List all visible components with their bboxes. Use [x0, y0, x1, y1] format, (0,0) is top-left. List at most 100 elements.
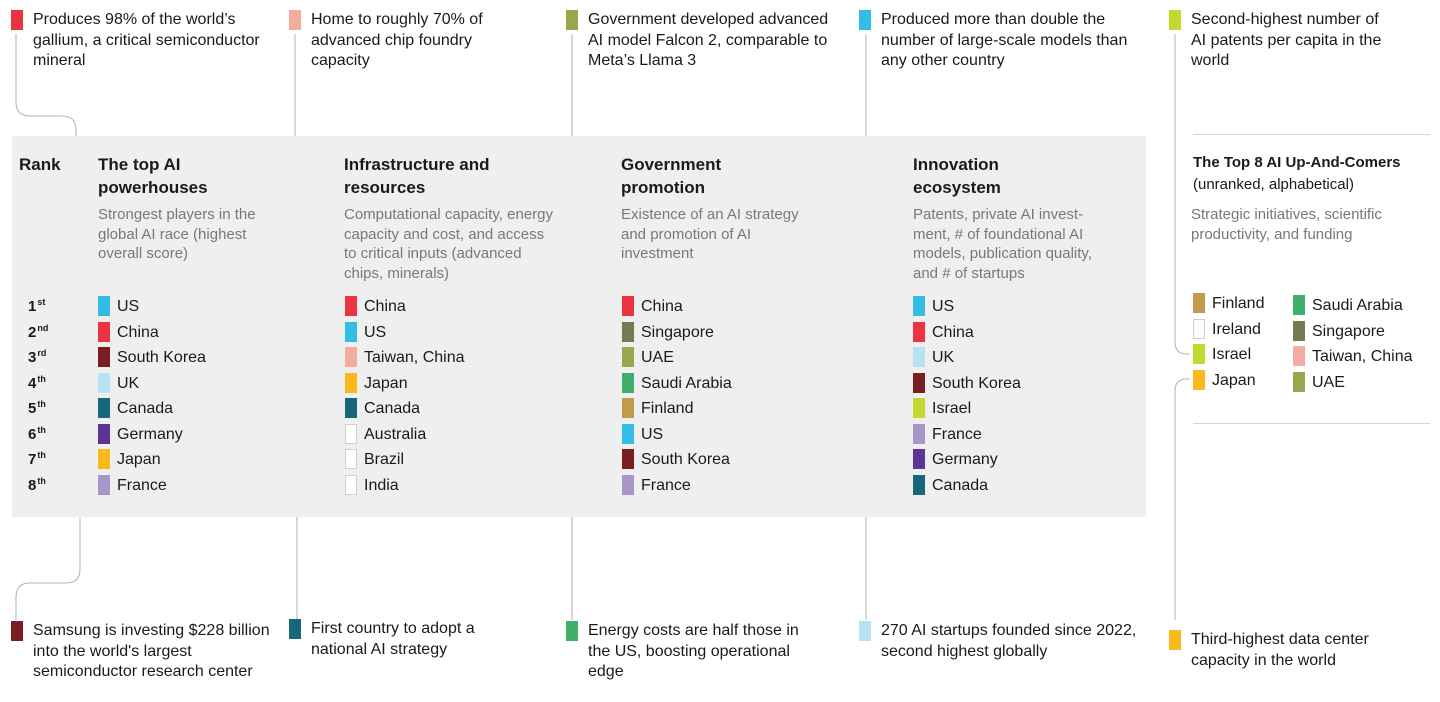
country-item-saudi-arabia: Saudi Arabia	[1293, 293, 1403, 318]
country-label: Taiwan, China	[364, 349, 465, 366]
country-label: China	[932, 323, 974, 341]
rank-header: Rank	[19, 155, 61, 174]
country-label: China	[117, 323, 159, 341]
country-label: China	[364, 298, 406, 315]
column-title-infrastructure: Infrastructure and resources	[344, 155, 490, 197]
country-item-us: US	[913, 294, 955, 319]
country-label: Saudi Arabia	[1312, 297, 1403, 314]
country-label: Japan	[364, 374, 408, 392]
rank-label: 3rd	[28, 348, 47, 366]
color-swatch	[345, 398, 357, 418]
callout-japan-datacenter: Third-highest data center capacity in th…	[1169, 630, 1396, 671]
color-swatch	[98, 296, 110, 316]
country-label: Saudi Arabia	[641, 374, 732, 392]
rank-label: 7th	[28, 450, 46, 468]
color-swatch	[98, 372, 110, 393]
upcomers-note: (unranked, alphabetical)	[1193, 176, 1354, 193]
callout-text: Energy costs are half those in the US, b…	[588, 622, 799, 680]
color-swatch	[98, 398, 110, 418]
color-swatch	[913, 423, 925, 444]
country-label: France	[117, 476, 167, 494]
country-label: UAE	[641, 349, 674, 366]
color-swatch	[913, 296, 925, 316]
callout-text: Produces 98% of the world’s gallium, a c…	[33, 11, 260, 69]
callout-text: Government developed advanced AI model F…	[588, 11, 829, 69]
country-item-canada: Canada	[913, 473, 988, 498]
country-item-france: France	[622, 473, 691, 498]
country-label: UK	[932, 349, 955, 366]
color-swatch	[345, 423, 357, 444]
country-label: Taiwan, China	[1312, 348, 1413, 365]
color-swatch	[98, 347, 110, 367]
color-swatch	[345, 449, 357, 469]
callout-canada-strategy: First country to adopt a national AI str…	[289, 619, 511, 660]
country-label: UK	[117, 374, 140, 392]
country-item-canada: Canada	[345, 396, 421, 421]
callout-us-models: Produced more than double the number of …	[859, 10, 1156, 72]
rankings-panel	[12, 136, 1146, 517]
callout-swatch-china	[11, 10, 23, 30]
country-label: UAE	[1312, 373, 1345, 391]
country-item-uae: UAE	[1293, 370, 1345, 395]
divider-bottom	[1193, 423, 1430, 424]
country-item-france: France	[98, 473, 167, 498]
column-subtitle-powerhouses: Strongest players in the global AI race …	[98, 206, 256, 262]
country-item-uk: UK	[913, 345, 955, 370]
color-swatch	[1193, 318, 1205, 339]
color-swatch	[622, 449, 634, 469]
callout-swatch-canada	[289, 619, 301, 639]
country-item-germany: Germany	[913, 447, 998, 472]
country-item-canada: Canada	[98, 396, 173, 421]
rank-label: 1st	[28, 297, 46, 315]
country-label: South Korea	[932, 374, 1021, 392]
country-item-japan: Japan	[345, 371, 408, 396]
country-label: South Korea	[641, 451, 730, 468]
country-item-singapore: Singapore	[622, 320, 714, 345]
country-label: Australia	[364, 425, 427, 443]
color-swatch	[1293, 320, 1305, 341]
country-item-singapore: Singapore	[1293, 319, 1385, 344]
country-item-us: US	[345, 320, 386, 345]
country-item-us: US	[622, 422, 663, 447]
callout-text: First country to adopt a national AI str…	[311, 620, 475, 658]
country-label: France	[932, 425, 982, 443]
country-item-japan: Japan	[98, 447, 161, 472]
country-item-japan: Japan	[1193, 368, 1256, 393]
country-item-israel: Israel	[913, 396, 972, 421]
callout-swatch-southkorea	[11, 621, 23, 641]
divider-top	[1193, 134, 1430, 135]
color-swatch	[622, 372, 634, 393]
country-item-china: China	[622, 294, 683, 319]
country-label: South Korea	[117, 349, 206, 366]
upcomers-subtitle: Strategic initiatives, scientific produc…	[1191, 206, 1382, 243]
column-subtitle-infrastructure: Computational capacity, energy capacity …	[344, 206, 554, 282]
color-swatch	[622, 423, 634, 444]
callout-swatch-taiwan	[289, 10, 301, 30]
column-subtitle-innovation: Patents, private AI invest-ment, # of fo…	[913, 206, 1092, 282]
callout-text: Second-highest number of AI patents per …	[1191, 11, 1382, 69]
color-swatch	[98, 423, 110, 444]
country-label: Brazil	[364, 451, 405, 468]
color-swatch	[622, 398, 634, 418]
callout-taiwan-foundry: Home to roughly 70% of advanced chip fou…	[289, 10, 521, 72]
upcomers-heading: The Top 8 AI Up-And-Comers (unranked, al…	[1193, 152, 1401, 196]
color-swatch	[622, 347, 634, 367]
color-swatch	[98, 449, 110, 469]
callout-text: Produced more than double the number of …	[881, 11, 1128, 69]
callout-china-gallium: Produces 98% of the world’s gallium, a c…	[11, 10, 283, 72]
callout-uae-falcon: Government developed advanced AI model F…	[566, 10, 833, 72]
country-item-china: China	[913, 320, 974, 345]
country-label: US	[932, 298, 955, 315]
callout-swatch-uk	[859, 621, 871, 641]
country-label: Canada	[364, 400, 421, 417]
country-label: US	[117, 298, 140, 315]
color-swatch	[1193, 293, 1205, 313]
connector-japan-datacenter	[1174, 378, 1190, 620]
color-swatch	[345, 372, 357, 393]
country-label: Israel	[932, 400, 972, 417]
country-item-france: France	[913, 422, 982, 447]
column-title-powerhouses: The top AI powerhouses	[98, 155, 208, 197]
country-label: India	[364, 476, 399, 494]
country-item-south-korea: South Korea	[913, 371, 1021, 396]
color-swatch	[622, 296, 634, 316]
